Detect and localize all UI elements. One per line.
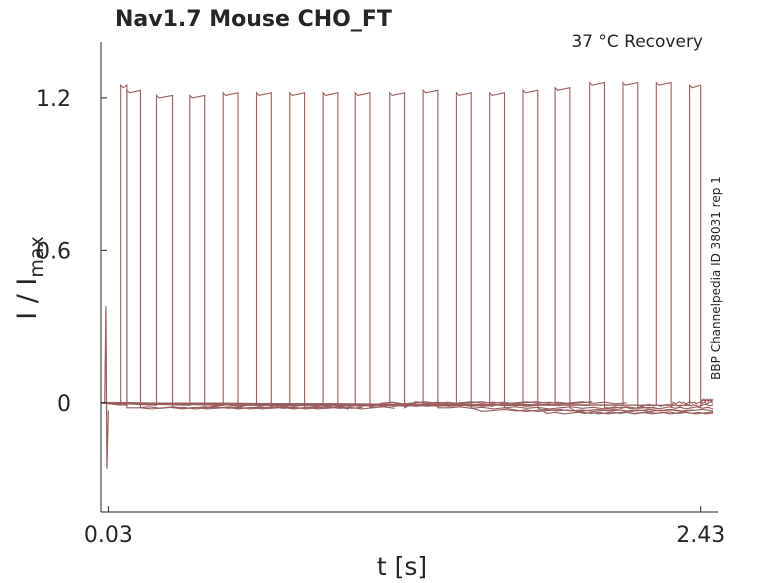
sweep-trace: [100, 94, 427, 409]
y-axis-label-main: I / I: [12, 278, 43, 320]
sweep-trace: [100, 83, 714, 408]
x-tick-label: 0.03: [84, 523, 133, 548]
sweep-trace: [100, 91, 561, 409]
sweep-trace: [100, 91, 714, 412]
y-tick-label: 0.6: [36, 239, 71, 264]
x-tick-label: 2.43: [676, 523, 725, 548]
y-tick-label: 1.2: [36, 87, 71, 112]
sweep-trace: [100, 91, 461, 409]
condition-annotation: 37 °C Recovery: [571, 32, 703, 52]
sweep-trace: [100, 91, 593, 409]
side-label: BBP Channelpedia ID 38031 rep 1: [709, 176, 723, 380]
chart-title: Nav1.7 Mouse CHO_FT: [115, 7, 392, 32]
sweep-trace: [100, 88, 714, 415]
sweep-trace: [100, 86, 714, 415]
y-axis-label: I / Imax: [12, 236, 48, 320]
sweep-trace: [100, 83, 350, 410]
sweep-trace: [100, 94, 395, 410]
plot-area: [100, 81, 714, 469]
sweep-trace: [100, 88, 661, 410]
sweep-trace: [100, 81, 714, 409]
artifact-spike: [104, 306, 110, 469]
y-axis-label-sub: max: [26, 236, 48, 277]
y-tick-label: 0: [57, 392, 71, 417]
sweep-trace: [100, 91, 494, 409]
sweep-trace: [100, 91, 627, 409]
sweep-trace: [100, 91, 527, 409]
sweep-trace: [100, 91, 694, 412]
sweep-trace: [100, 81, 714, 408]
sweep-trace: [100, 81, 714, 410]
x-axis-label: t [s]: [377, 552, 427, 581]
